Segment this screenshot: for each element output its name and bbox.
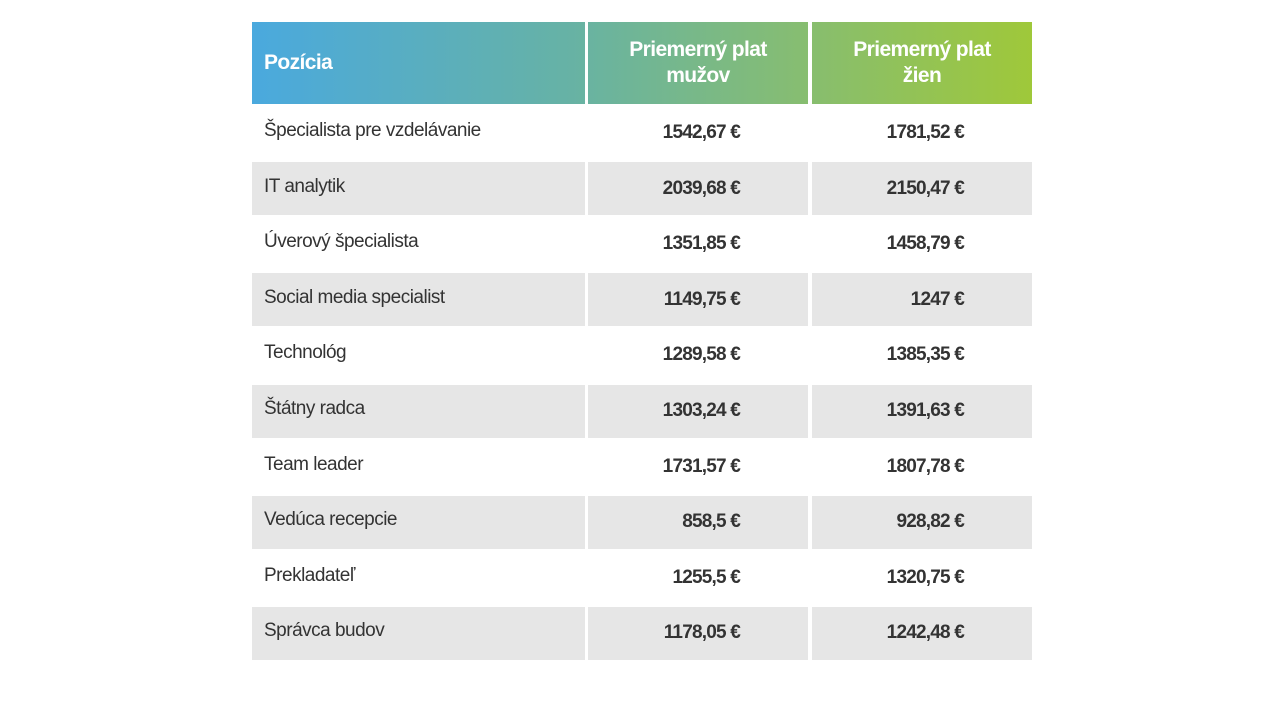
men-salary-cell: 1351,85 €: [585, 217, 808, 271]
header-position: Pozícia: [264, 51, 333, 74]
table-row: Štátny radca 1303,24 €1391,63 €: [252, 384, 1032, 438]
table-row: Prekladateľ 1255,5 €1320,75 €: [252, 551, 1032, 605]
table-row: Úverový špecialista 1351,85 €1458,79 €: [252, 217, 1032, 271]
table-row: Social media specialist 1149,75 €1247 €: [252, 273, 1032, 327]
women-salary-cell: 1385,35 €: [808, 328, 1032, 382]
men-salary-cell: 1255,5 €: [585, 551, 808, 605]
position-cell: Správca budov: [252, 606, 585, 660]
women-salary-cell: 1247 €: [808, 273, 1032, 327]
position-cell: Vedúca recepcie: [252, 495, 585, 549]
position-cell: Prekladateľ: [264, 564, 355, 586]
men-salary-cell: 1303,24 €: [585, 384, 808, 438]
table-header: Pozícia Priemerný plat mužov Priemerný p…: [252, 22, 1032, 104]
position-cell: Úverový špecialista: [264, 231, 419, 253]
position-cell: Social media specialist: [252, 273, 585, 327]
position-cell: Team leader: [264, 453, 364, 475]
men-salary-cell: 1149,75 €: [585, 273, 808, 327]
table-row: Team leader 1731,57 €1807,78 €: [252, 440, 1032, 494]
salary-table: Pozícia Priemerný plat mužov Priemerný p…: [252, 22, 1032, 660]
women-salary-cell: 1391,63 €: [808, 384, 1032, 438]
men-salary-cell: 1178,05 €: [585, 606, 808, 660]
women-salary-cell: 2150,47 €: [808, 162, 1032, 216]
header-women-salary: Priemerný plat žien: [808, 22, 1032, 104]
position-cell: Špecialista pre vzdelávanie: [264, 120, 481, 142]
table-row: Technológ 1289,58 €1385,35 €: [252, 328, 1032, 382]
women-salary-cell: 928,82 €: [808, 495, 1032, 549]
table-row: Správca budov 1178,05 €1242,48 €: [252, 606, 1032, 660]
table-row: Vedúca recepcie 858,5 €928,82 €: [252, 495, 1032, 549]
table-row: IT analytik 2039,68 €2150,47 €: [252, 162, 1032, 216]
position-cell: IT analytik: [252, 162, 585, 216]
position-cell: Štátny radca: [252, 384, 585, 438]
women-salary-cell: 1458,79 €: [808, 217, 1032, 271]
table-row: Špecialista pre vzdelávanie 1542,67 €1781…: [252, 106, 1032, 160]
women-salary-cell: 1807,78 €: [808, 440, 1032, 494]
women-salary-cell: 1242,48 €: [808, 606, 1032, 660]
men-salary-cell: 1289,58 €: [585, 328, 808, 382]
header-men-salary: Priemerný plat mužov: [585, 22, 808, 104]
men-salary-cell: 1731,57 €: [585, 440, 808, 494]
position-cell: Technológ: [264, 342, 347, 364]
women-salary-cell: 1320,75 €: [808, 551, 1032, 605]
men-salary-cell: 858,5 €: [585, 495, 808, 549]
women-salary-cell: 1781,52 €: [808, 106, 1032, 160]
men-salary-cell: 1542,67 €: [585, 106, 808, 160]
men-salary-cell: 2039,68 €: [585, 162, 808, 216]
